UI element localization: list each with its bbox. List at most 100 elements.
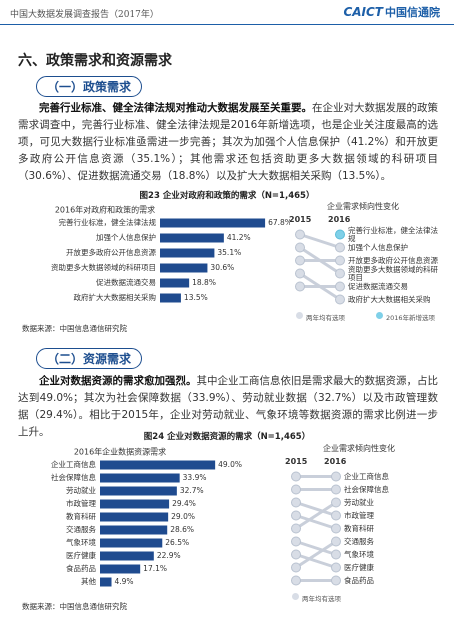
rank-dot [331,523,341,534]
value-label: 28.6% [170,525,194,534]
rank-dot [291,510,301,521]
rank-item: 劳动就业 [344,497,374,507]
value-label: 30.6% [210,263,234,272]
rank-dot [295,242,305,253]
rank-dot [331,549,341,560]
value-label: 67.8% [268,218,290,227]
rank-link [299,272,341,301]
rank-link [295,514,337,530]
rank-dot [331,536,341,547]
bar [160,218,266,228]
rank-dot [295,268,305,279]
legend-label: 两年均有选项 [302,595,341,603]
bar [160,293,181,303]
value-label: 33.9% [183,473,207,482]
rank-dot [335,268,345,279]
category-label: 加强个人信息保护 [96,232,156,242]
rank-dot [295,281,305,292]
category-label: 企业工商信息 [51,459,96,469]
bar [160,233,224,243]
category-label: 完善行业标准，健全法律法规 [59,217,157,227]
year-label: 2016 [328,215,351,224]
value-label: 13.5% [184,293,208,302]
rank-item: 教育科研 [344,523,374,533]
bar [100,460,216,470]
rank-dot [291,497,301,508]
rank-dot [335,255,345,266]
value-label: 4.9% [115,577,134,586]
legend-swatch [292,593,299,600]
category-label: 劳动就业 [66,485,96,495]
bar [100,499,170,509]
value-label: 32.7% [180,486,204,495]
bar [160,263,208,273]
rank-item: 食品药品 [344,575,374,585]
category-label: 教育科研 [66,511,96,521]
year-label: 2016 [324,457,347,466]
rank-item: 政府扩大大数据相关采购 [348,294,431,304]
rank-panel: 企业需求倾向性变化 2015 2016 企业工商信息 社会保障信息 劳动就业 市政管理 教育科… [284,443,444,603]
year-label: 2015 [285,457,308,466]
category-label: 资助更多大数据领域的科研项目 [51,262,156,272]
rank-dot [331,484,341,495]
bar [100,564,141,574]
bar [100,525,168,535]
rank-dot [295,229,305,240]
category-label: 市政管理 [66,498,96,508]
legend-swatch [296,312,303,319]
bar [100,538,163,548]
header-rule [0,24,454,25]
chart-title: 2016年对政府和政策的需求 [55,205,155,215]
category-label: 开放更多政府公开信息资源 [66,247,156,257]
rank-dot [291,536,301,547]
value-label: 29.4% [172,499,196,508]
paragraph: 完善行业标准、健全法律法规对推动大数据发展至关重要。在企业对大数据发展的政策需求… [18,100,438,185]
rank-item: 社会保障信息 [344,484,389,494]
legend-label: 2016年新增选项 [386,314,436,322]
category-label: 医疗健康 [66,550,96,560]
category-label: 交通服务 [66,524,96,534]
rank-link [299,233,341,249]
category-label: 其他 [81,576,96,586]
logo-en: CAICT [343,5,383,19]
rank-lines [291,471,341,586]
text: 在企业对大数据发展的政策需求调查中，完善行业标准、健全法律法规是2016年新增选… [18,102,438,182]
rank-item: 交通服务 [344,536,374,546]
rank-dot [331,562,341,573]
chart-title: 2016年企业数据资源需求 [74,447,166,457]
paragraph: 企业对数据资源的需求愈加强烈。其中企业工商信息依旧是需求最大的数据资源，占比达到… [18,373,438,441]
rank-item: 气象环境 [344,549,374,559]
category-label: 政府扩大大数据相关采购 [74,292,157,302]
rank-dot [295,255,305,266]
panel-title: 企业需求倾向性变化 [327,202,399,211]
lead: 完善行业标准、健全法律法规对推动大数据发展至关重要。 [39,102,312,114]
rank-dot [291,471,301,482]
rank-dot [331,575,341,586]
figure-caption: 图23 企业对政府和政策的需求（N=1,465） [139,191,315,201]
bar [100,486,177,496]
category-label: 食品药品 [66,563,96,573]
rank-item: 企业工商信息 [344,471,389,481]
value-label: 18.8% [192,278,216,287]
category-label: 社会保障信息 [51,472,96,482]
rank-dot [331,497,341,508]
rank-dot [291,575,301,586]
category-label: 促进数据流通交易 [96,277,156,287]
rank-dot [335,294,345,305]
rank-link [295,501,337,517]
bar [100,577,112,587]
value-label: 26.5% [165,538,189,547]
rank-dot [331,510,341,521]
bar [160,278,190,288]
category-label: 气象环境 [66,537,96,547]
rank-panel: 企业需求倾向性变化 2015 2016 完善行业标准，健全法律法规 加强个人信息保护 开放… [288,201,444,323]
rank-link [295,540,337,556]
rank-dot [331,471,341,482]
source: 数据来源：中国信息通信研究院 [22,602,127,611]
logo-cn: 中国信通院 [385,6,440,19]
rank-lines [295,229,345,305]
rank-link [299,246,341,275]
